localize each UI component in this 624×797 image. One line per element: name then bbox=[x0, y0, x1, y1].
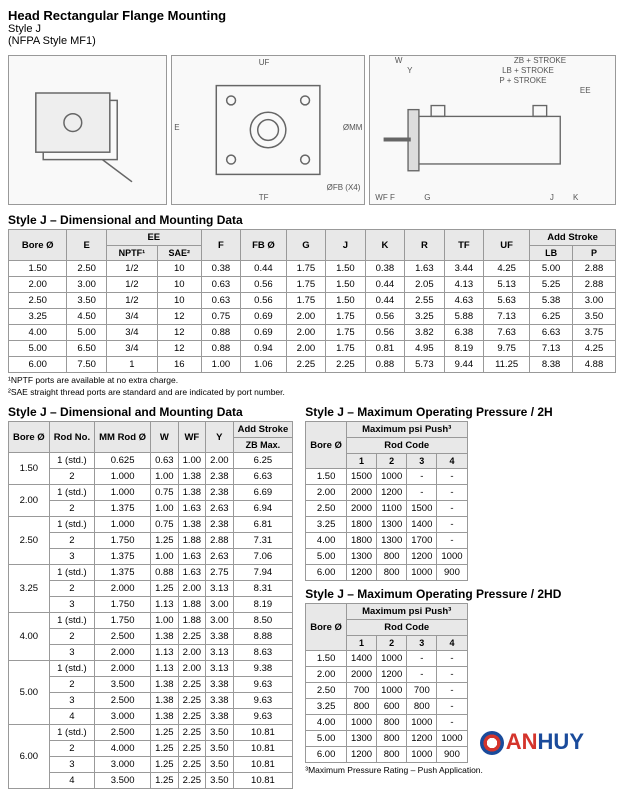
table-row: 3.25180013001400- bbox=[306, 517, 467, 533]
table-row: 1.5015001000-- bbox=[306, 469, 467, 485]
table-row: 2.503.501/2100.630.561.751.500.442.554.6… bbox=[9, 293, 616, 309]
style-label: Style J bbox=[8, 23, 616, 35]
table3-title: Style J – Maximum Operating Pressure / 2… bbox=[305, 405, 561, 419]
table-row: 6.0012008001000900 bbox=[306, 565, 467, 581]
header: Head Rectangular Flange Mounting Style J… bbox=[8, 8, 616, 47]
table-row: 4.00180013001700- bbox=[306, 533, 467, 549]
table4-title: Style J – Maximum Operating Pressure / 2… bbox=[305, 587, 561, 601]
table4: Bore ØMaximum psi Push³ Rod Code 1234 1.… bbox=[305, 603, 467, 763]
table-row: 24.0001.252.253.5010.81 bbox=[9, 741, 293, 757]
table-row: 23.5001.382.253.389.63 bbox=[9, 677, 293, 693]
table-row: 2.0020001200-- bbox=[306, 667, 467, 683]
table-row: 32.5001.382.253.389.63 bbox=[9, 693, 293, 709]
diagram-area: UF TF E ØFB (X4) ØMM ZB + STROKE LB + ST… bbox=[8, 55, 616, 205]
table-row: 3.25800600800- bbox=[306, 699, 467, 715]
table3: Bore ØMaximum psi Push³ Rod Code 1234 1.… bbox=[305, 421, 467, 581]
table1-title: Style J – Dimensional and Mounting Data bbox=[8, 213, 616, 227]
table-row: 6.007.501161.001.062.252.250.885.739.441… bbox=[9, 357, 616, 373]
table-row: 32.0001.132.003.138.63 bbox=[9, 645, 293, 661]
table-row: 3.254.503/4120.750.692.001.750.563.255.8… bbox=[9, 309, 616, 325]
diagram-iso bbox=[8, 55, 167, 205]
table-row: 1.502.501/2100.380.441.751.500.381.633.4… bbox=[9, 261, 616, 277]
table1-header: Bore Ø E EE F FB Ø G J K R TF UF Add Str… bbox=[9, 230, 616, 246]
table-row: 22.5001.382.253.388.88 bbox=[9, 629, 293, 645]
table2-header: Bore Ø Rod No. MM Rod Ø W WF Y Add Strok… bbox=[9, 422, 293, 438]
gear-icon bbox=[480, 731, 504, 755]
table-row: 31.3751.001.632.637.06 bbox=[9, 549, 293, 565]
page-title: Head Rectangular Flange Mounting bbox=[8, 8, 616, 23]
diagram-front: UF TF E ØFB (X4) ØMM bbox=[171, 55, 365, 205]
diagram-side: ZB + STROKE LB + STROKE P + STROKE EE W … bbox=[369, 55, 616, 205]
table1: Bore Ø E EE F FB Ø G J K R TF UF Add Str… bbox=[8, 229, 616, 373]
nfpa-label: (NFPA Style MF1) bbox=[8, 35, 616, 47]
table-row: 43.0001.382.253.389.63 bbox=[9, 709, 293, 725]
table-row: 1.501 (std.)0.6250.631.002.006.25 bbox=[9, 453, 293, 469]
table-row: 2.50200011001500- bbox=[306, 501, 467, 517]
table-row: 31.7501.131.883.008.19 bbox=[9, 597, 293, 613]
table-row: 5.006.503/4120.880.942.001.750.814.958.1… bbox=[9, 341, 616, 357]
table2: Bore Ø Rod No. MM Rod Ø W WF Y Add Strok… bbox=[8, 421, 293, 789]
table-row: 1.5014001000-- bbox=[306, 651, 467, 667]
table-row: 5.00130080012001000 bbox=[306, 731, 467, 747]
table-row: 4.005.003/4120.880.692.001.750.563.826.3… bbox=[9, 325, 616, 341]
table-row: 4.0010008001000- bbox=[306, 715, 467, 731]
table-row: 21.7501.251.882.887.31 bbox=[9, 533, 293, 549]
table-row: 2.0020001200-- bbox=[306, 485, 467, 501]
table-row: 21.0001.001.382.386.63 bbox=[9, 469, 293, 485]
table-row: 2.001 (std.)1.0000.751.382.386.69 bbox=[9, 485, 293, 501]
table-row: 6.0012008001000900 bbox=[306, 747, 467, 763]
table-row: 6.001 (std.)2.5001.252.253.5010.81 bbox=[9, 725, 293, 741]
logo: ANHUY bbox=[480, 729, 584, 755]
table-row: 5.00130080012001000 bbox=[306, 549, 467, 565]
footnote1: ¹NPTF ports are available at no extra ch… bbox=[8, 375, 616, 385]
footnote2: ²SAE straight thread ports are standard … bbox=[8, 387, 616, 397]
table2-title: Style J – Dimensional and Mounting Data bbox=[8, 405, 293, 419]
table-row: 21.3751.001.632.636.94 bbox=[9, 501, 293, 517]
table-row: 2.507001000700- bbox=[306, 683, 467, 699]
table-row: 4.001 (std.)1.7501.001.883.008.50 bbox=[9, 613, 293, 629]
table-row: 33.0001.252.253.5010.81 bbox=[9, 757, 293, 773]
table-row: 5.001 (std.)2.0001.132.003.139.38 bbox=[9, 661, 293, 677]
table-row: 2.501 (std.)1.0000.751.382.386.81 bbox=[9, 517, 293, 533]
table-row: 3.251 (std.)1.3750.881.632.757.94 bbox=[9, 565, 293, 581]
table-row: 22.0001.252.003.138.31 bbox=[9, 581, 293, 597]
footnote3: ³Maximum Pressure Rating – Push Applicat… bbox=[305, 765, 561, 775]
table-row: 2.003.001/2100.630.561.751.500.442.054.1… bbox=[9, 277, 616, 293]
